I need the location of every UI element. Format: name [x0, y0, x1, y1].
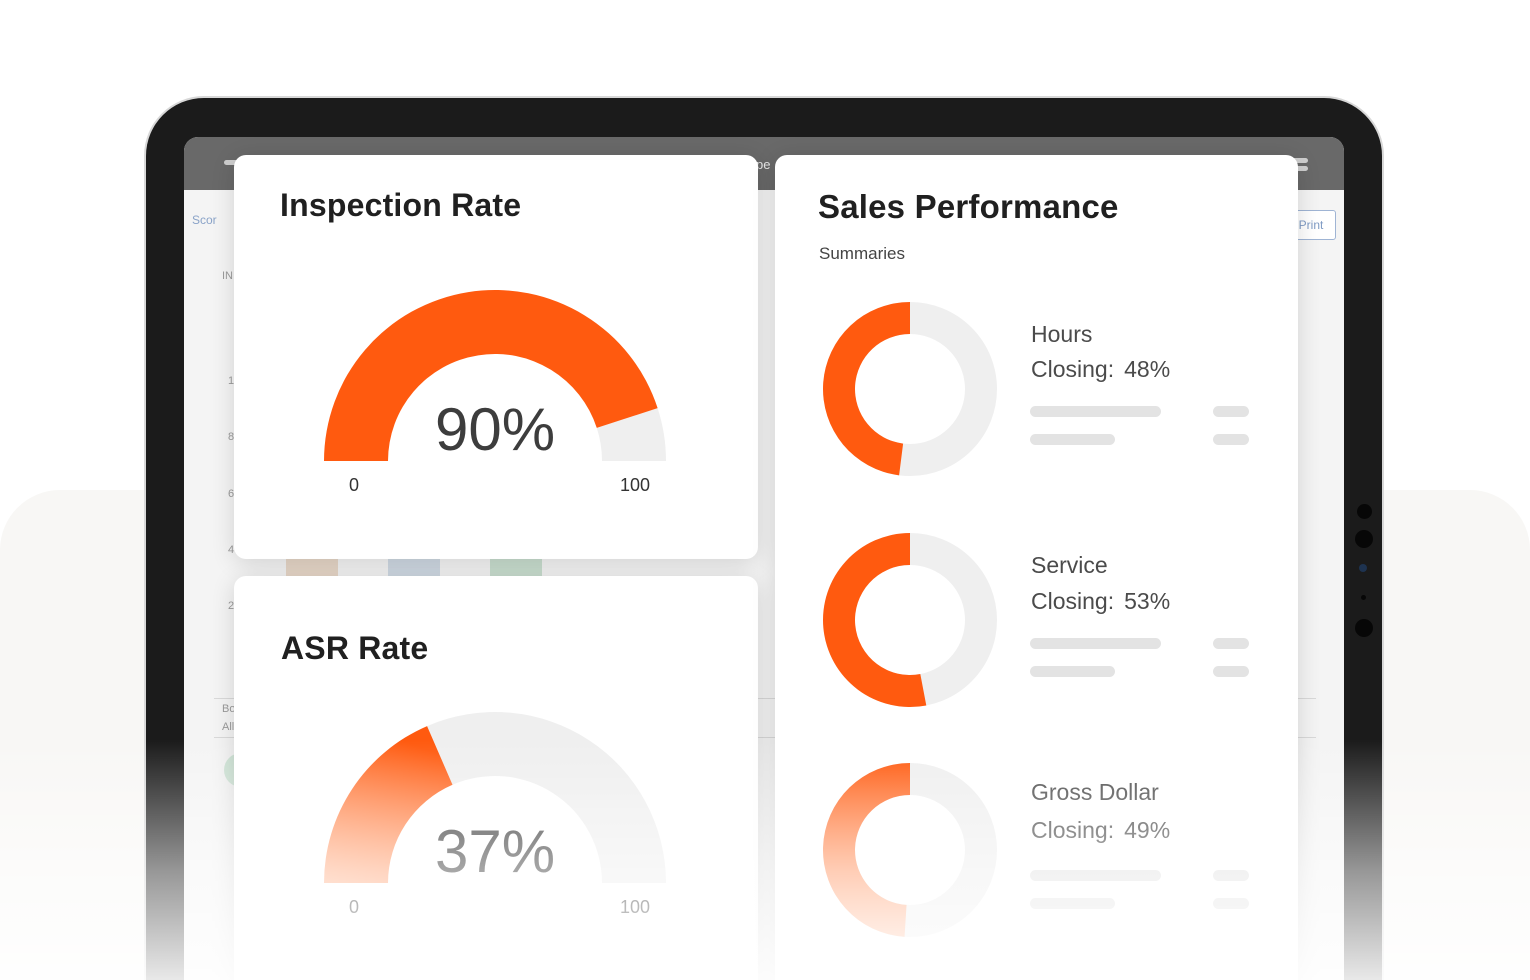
skeleton-line — [1213, 666, 1249, 677]
menu-line — [224, 160, 238, 165]
hours-donut-chart — [823, 302, 997, 476]
axis-label: 4 — [228, 544, 235, 556]
metric-name: Hours — [1031, 321, 1093, 347]
asr-rate-gauge — [324, 712, 666, 883]
gross-dollar-donut-chart — [823, 763, 997, 937]
camera-dot — [1357, 504, 1372, 519]
inspection-rate-gauge — [324, 290, 666, 461]
summaries-label: Summaries — [819, 244, 905, 263]
sales-performance-title: Sales Performance — [818, 188, 1119, 225]
metric-closing: Closing: 53% — [1031, 588, 1170, 615]
inspection-rate-title: Inspection Rate — [280, 187, 522, 223]
skeleton-line — [1030, 898, 1115, 909]
axis-label: 1 — [228, 375, 235, 387]
asr-rate-card: ASR Rate 37% 0 100 — [234, 576, 758, 980]
metric-gross-dollar: Gross Dollar Closing: 49% — [775, 762, 1295, 962]
hamburger-icon-line — [1292, 166, 1308, 171]
axis-label: 6 — [228, 488, 235, 500]
asr-rate-value: 37% — [434, 818, 556, 885]
gauge-min-label: 0 — [349, 475, 360, 495]
metric-name: Service — [1031, 552, 1108, 578]
metric-service: Service Closing: 53% — [775, 532, 1295, 732]
skeleton-line — [1030, 666, 1115, 677]
divider — [214, 737, 1316, 738]
closing-label: Closing: — [1031, 817, 1115, 843]
gauge-max-label: 100 — [620, 475, 651, 495]
inspection-rate-card: Inspection Rate 90% 0 100 — [234, 155, 758, 559]
skeleton-line — [1213, 870, 1249, 881]
skeleton-line — [1030, 434, 1115, 445]
closing-label: Closing: — [1031, 356, 1115, 382]
closing-label: Closing: — [1031, 588, 1115, 614]
camera-dot — [1361, 595, 1366, 600]
inspection-rate-value: 90% — [434, 396, 556, 463]
donut-fill — [823, 763, 910, 937]
gauge-fill — [324, 290, 658, 461]
gauge-track — [596, 408, 666, 461]
asr-rate-title: ASR Rate — [281, 630, 429, 666]
skeleton-line — [1030, 638, 1161, 649]
background-bar — [388, 557, 440, 577]
metric-name: Gross Dollar — [1031, 779, 1159, 805]
camera-dot — [1355, 619, 1373, 637]
closing-value: 48% — [1124, 356, 1171, 382]
background-bar — [286, 557, 338, 577]
axis-label: 8 — [228, 431, 235, 443]
metric-closing: Closing: 48% — [1031, 356, 1170, 383]
donut-fill — [823, 533, 927, 707]
axis-label: IN — [222, 270, 233, 282]
background-bar — [490, 557, 542, 577]
sales-performance-card: Sales Performance Summaries Hours Closin… — [775, 155, 1298, 980]
axis-label: 2 — [228, 600, 235, 612]
scorecard-nav-link[interactable]: Scor — [192, 213, 217, 227]
skeleton-line — [1213, 638, 1249, 649]
metric-hours: Hours Closing: 48% — [775, 301, 1295, 501]
camera-dot — [1359, 564, 1367, 572]
divider — [214, 698, 1316, 699]
skeleton-line — [1213, 898, 1249, 909]
hamburger-icon[interactable] — [1292, 158, 1308, 163]
axis-label: All — [222, 721, 235, 733]
closing-value: 49% — [1124, 817, 1171, 843]
gauge-min-label: 0 — [349, 897, 360, 917]
skeleton-line — [1213, 406, 1249, 417]
metric-closing: Closing: 49% — [1031, 817, 1170, 844]
skeleton-line — [1030, 406, 1161, 417]
camera-dot — [1355, 530, 1373, 548]
axis-label: Bo — [222, 703, 236, 715]
gauge-max-label: 100 — [620, 897, 651, 917]
skeleton-line — [1213, 434, 1249, 445]
closing-value: 53% — [1124, 588, 1171, 614]
service-donut-chart — [823, 533, 997, 707]
donut-fill — [823, 302, 910, 476]
skeleton-line — [1030, 870, 1161, 881]
app-tab-title: pe — [756, 157, 771, 172]
